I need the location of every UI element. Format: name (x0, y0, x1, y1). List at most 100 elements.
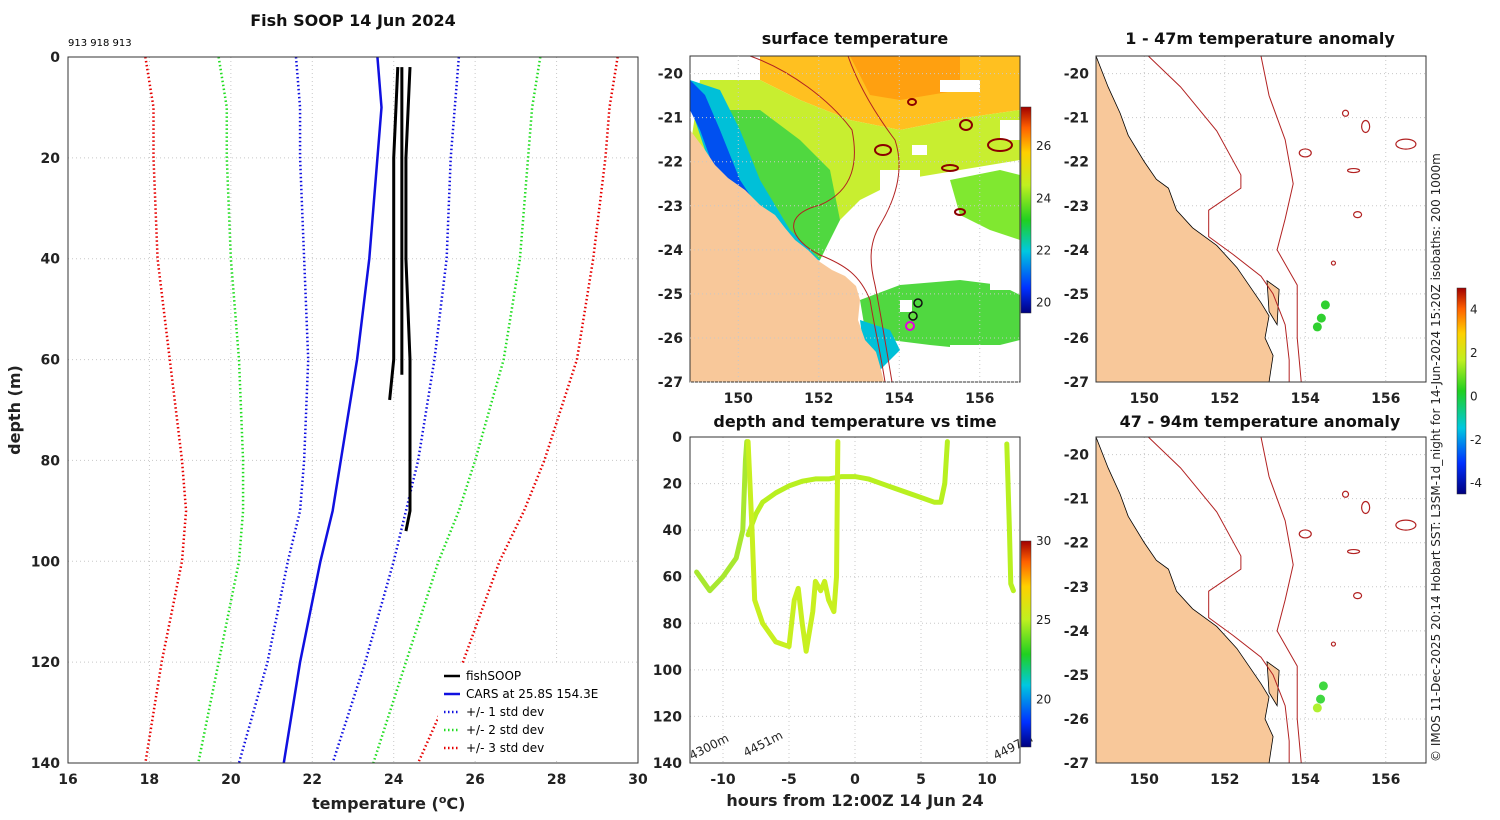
profile-subtitle: 913 918 913 (68, 38, 132, 49)
profile-panel: Fish SOOP 14 Jun 2024 913 918 913 16 18 20… (5, 11, 648, 813)
time-y-ticks: 0 20 40 60 80 100 120 140 (653, 430, 682, 772)
time-y-tick-label: 140 (653, 756, 682, 772)
anomaly2-x-ticks: 150 152 154 156 (1130, 772, 1401, 788)
time-colorbar-tick: 30 (1036, 534, 1051, 548)
map-x-tick-label: 154 (885, 391, 914, 407)
time-y-tick-label: 0 (672, 430, 682, 446)
map-x-tick-label: 150 (1130, 772, 1159, 788)
time-colorbar-tick: 25 (1036, 613, 1051, 627)
map-x-tick-label: 152 (804, 391, 833, 407)
profile-lines (144, 56, 619, 764)
profile-x-tick-label: 18 (140, 772, 159, 788)
sst-colorbar-tick: 26 (1036, 139, 1051, 153)
time-y-tick-label: 20 (663, 477, 683, 493)
profile-y-tick-label: 60 (41, 353, 61, 369)
map-x-tick-label: 156 (1371, 391, 1400, 407)
profile-x-tick-label: 28 (547, 772, 566, 788)
profile-y-tick-label: 20 (41, 151, 61, 167)
profile-series-line (237, 56, 310, 764)
time-depth-trace (694, 439, 750, 594)
anomaly1-frame (1095, 55, 1427, 383)
profile-series-line (144, 56, 188, 764)
time-y-tick-label: 60 (663, 570, 683, 586)
anomaly-point (1320, 300, 1330, 310)
legend-label: fishSOOP (466, 669, 521, 683)
sst-colorbar: 26 24 22 20 (1020, 106, 1051, 314)
profile-grid (68, 57, 638, 763)
time-x-tick-label: 5 (916, 772, 926, 788)
anomaly-point (1316, 694, 1326, 704)
profile-y-tick-label: 0 (50, 50, 60, 66)
time-x-tick-label: 10 (977, 772, 997, 788)
anomaly-point (1312, 703, 1322, 713)
seamount-contour (1330, 260, 1337, 266)
profile-legend: fishSOOP CARS at 25.8S 154.3E +/- 1 std de… (438, 664, 634, 758)
profile-ylabel: depth (m) (5, 365, 24, 455)
profile-y-tick-label: 80 (41, 453, 61, 469)
map-y-tick-label: -22 (1064, 536, 1089, 552)
profile-series-line (197, 56, 245, 764)
map-y-tick-label: -27 (1064, 756, 1089, 772)
map-x-tick-label: 156 (965, 391, 994, 407)
fishsoop-profile-line (388, 67, 400, 401)
profile-series-line (331, 56, 461, 764)
profile-title: Fish SOOP 14 Jun 2024 (250, 11, 456, 30)
map-y-tick-label: -27 (1064, 375, 1089, 391)
anomaly2-title: 47 - 94m temperature anomaly (1120, 412, 1401, 431)
sst-colorbar-tick: 22 (1036, 243, 1051, 257)
profile-y-tick-label: 120 (31, 655, 60, 671)
anomaly2-points (1312, 681, 1328, 713)
time-grid (690, 437, 1020, 763)
anomaly1-title: 1 - 47m temperature anomaly (1125, 29, 1395, 48)
land-polygon (1096, 437, 1274, 763)
legend-label: +/- 1 std dev (466, 705, 544, 719)
map-y-tick-label: -20 (1064, 67, 1090, 83)
profile-x-tick-label: 24 (384, 772, 404, 788)
seamount-contour (1341, 490, 1350, 498)
profile-series-line (282, 56, 383, 764)
profile-xlabel: temperature (oC) (312, 793, 465, 813)
map-x-tick-label: 150 (724, 391, 753, 407)
sst-grid (690, 56, 1020, 383)
profile-x-tick-label: 16 (58, 772, 77, 788)
map-y-tick-label: -24 (1064, 243, 1090, 259)
map-y-tick-label: -24 (658, 243, 684, 259)
map-y-tick-label: -23 (1064, 580, 1089, 596)
profile-series-line (417, 56, 619, 764)
legend-label: +/- 2 std dev (466, 723, 544, 737)
time-depth-trace (745, 439, 841, 654)
map-y-tick-label: -27 (658, 375, 683, 391)
map-x-tick-label: 154 (1291, 772, 1320, 788)
isobath-line (1260, 56, 1302, 382)
anomaly-point (1316, 313, 1326, 323)
map-y-tick-label: -20 (658, 67, 684, 83)
map-y-tick-label: -25 (1064, 287, 1089, 303)
sst-x-ticks: 150 152 154 156 (724, 391, 995, 407)
seamount-contour (1352, 591, 1363, 600)
profile-y-tick-label: 40 (41, 252, 61, 268)
legend-label: +/- 3 std dev (466, 741, 544, 755)
sst-panel: surface temperature (658, 29, 1052, 407)
seamount-contour (1346, 548, 1361, 555)
map-x-tick-label: 150 (1130, 391, 1159, 407)
map-x-tick-label: 156 (1371, 772, 1400, 788)
map-y-tick-label: -23 (1064, 199, 1089, 215)
map-x-tick-label: 152 (1210, 391, 1239, 407)
anomaly-colorbar-tick: 4 (1470, 303, 1478, 317)
time-depth-trace (745, 439, 950, 538)
anomaly-colorbar-tick: 2 (1470, 346, 1478, 360)
time-x-tick-label: 0 (850, 772, 860, 788)
anomaly-panel-deep: 47 - 94m temperature anomaly 150 152 154 15… (1064, 412, 1427, 788)
time-y-tick-label: 100 (653, 663, 682, 679)
anomaly1-points (1312, 300, 1330, 332)
profile-x-tick-label: 22 (303, 772, 322, 788)
profile-x-tick-label: 20 (221, 772, 241, 788)
sst-colorbar-tick: 24 (1036, 191, 1051, 205)
sst-map (690, 56, 1020, 382)
fraser-island (1266, 660, 1280, 708)
anomaly-panel-shallow: 1 - 47m temperature anomaly 150 152 154 156… (1064, 29, 1427, 407)
map-y-tick-label: -25 (1064, 668, 1089, 684)
map-y-tick-label: -24 (1064, 624, 1090, 640)
seamount-contour (1361, 119, 1371, 134)
